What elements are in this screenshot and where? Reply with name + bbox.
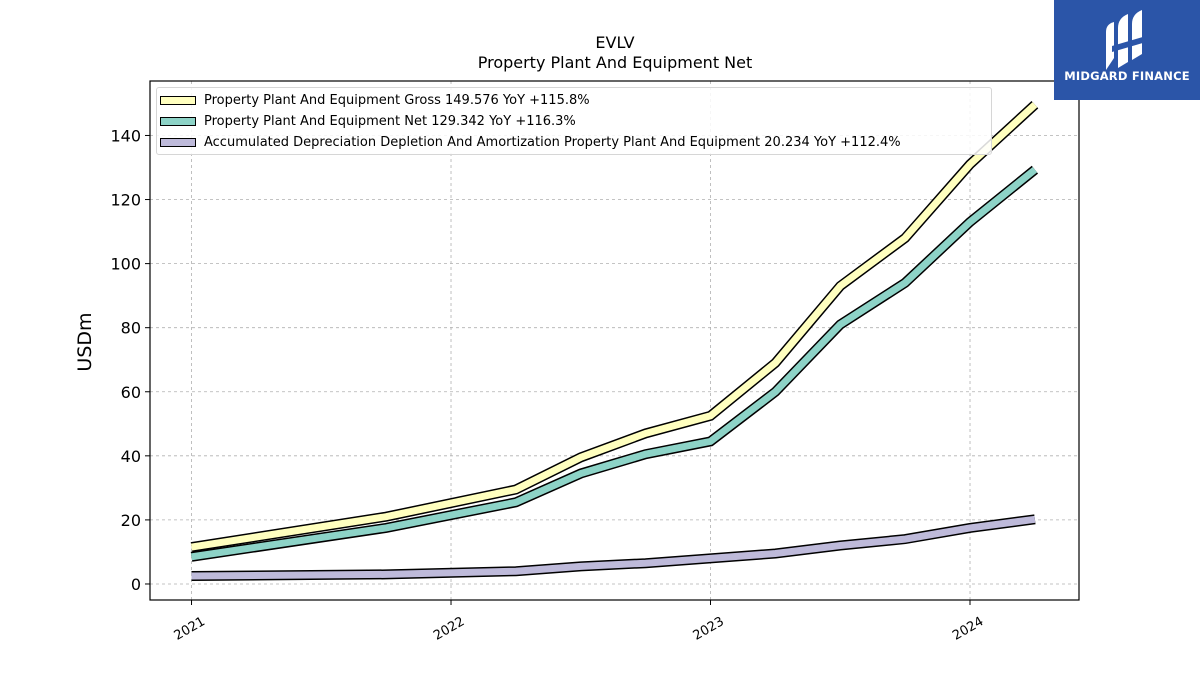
legend-swatch-accumulated-depreciation: [160, 137, 196, 147]
chart-title: EVLV: [595, 33, 634, 52]
grid-lines: [150, 81, 1079, 600]
y-tick-label: 100: [110, 255, 141, 274]
y-tick-label: 140: [110, 126, 141, 145]
x-tick-label: 2021: [172, 614, 208, 644]
series-line: [190, 165, 1039, 562]
legend-swatch-gross: [160, 95, 196, 105]
y-tick-label: 80: [121, 319, 141, 338]
legend-label-accumulated-depreciation: Accumulated Depreciation Depletion And A…: [204, 134, 901, 150]
legend-label-net: Property Plant And Equipment Net 129.342…: [204, 113, 576, 129]
series-line-outline: [190, 101, 1039, 553]
y-tick-label: 40: [121, 447, 141, 466]
series-line: [190, 101, 1039, 553]
y-tick-label: 120: [110, 191, 141, 210]
y-tick-label: 60: [121, 383, 141, 402]
chart-subtitle: Property Plant And Equipment Net: [478, 53, 753, 72]
legend-swatch-net: [160, 116, 196, 126]
chart-legend: Property Plant And Equipment Gross 149.5…: [156, 87, 992, 155]
series-lines: [190, 101, 1039, 581]
series-line-fill: [191, 515, 1036, 580]
plot-frame: [149, 80, 1080, 601]
y-axis-label: USDm: [74, 312, 96, 371]
x-tick-label: 2024: [950, 614, 986, 644]
series-line-fill: [190, 166, 1038, 561]
legend-item-accumulated-depreciation: Accumulated Depreciation Depletion And A…: [160, 132, 901, 152]
midgard-finance-logo: MIDGARD FINANCE: [1054, 0, 1200, 100]
legend-label-gross: Property Plant And Equipment Gross 149.5…: [204, 92, 590, 108]
midgard-logo-icon: [1106, 10, 1146, 70]
y-tick-label: 20: [121, 511, 141, 530]
legend-item-net: Property Plant And Equipment Net 129.342…: [160, 111, 576, 131]
y-tick-label: 0: [131, 575, 141, 594]
x-tick-label: 2022: [431, 614, 467, 644]
logo-text: MIDGARD FINANCE: [1064, 69, 1190, 83]
legend-item-gross: Property Plant And Equipment Gross 149.5…: [160, 90, 590, 110]
series-line-fill: [190, 102, 1038, 551]
series-line: [191, 514, 1036, 581]
x-tick-label: 2023: [691, 614, 727, 644]
